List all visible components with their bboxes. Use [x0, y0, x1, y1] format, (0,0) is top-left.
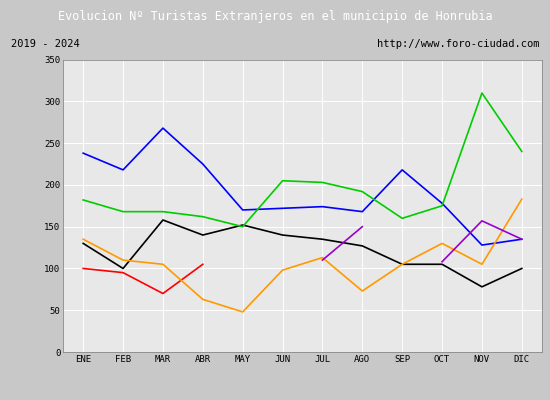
- Text: http://www.foro-ciudad.com: http://www.foro-ciudad.com: [377, 39, 539, 49]
- Text: Evolucion Nº Turistas Extranjeros en el municipio de Honrubia: Evolucion Nº Turistas Extranjeros en el …: [58, 10, 492, 23]
- Text: 2019 - 2024: 2019 - 2024: [11, 39, 80, 49]
